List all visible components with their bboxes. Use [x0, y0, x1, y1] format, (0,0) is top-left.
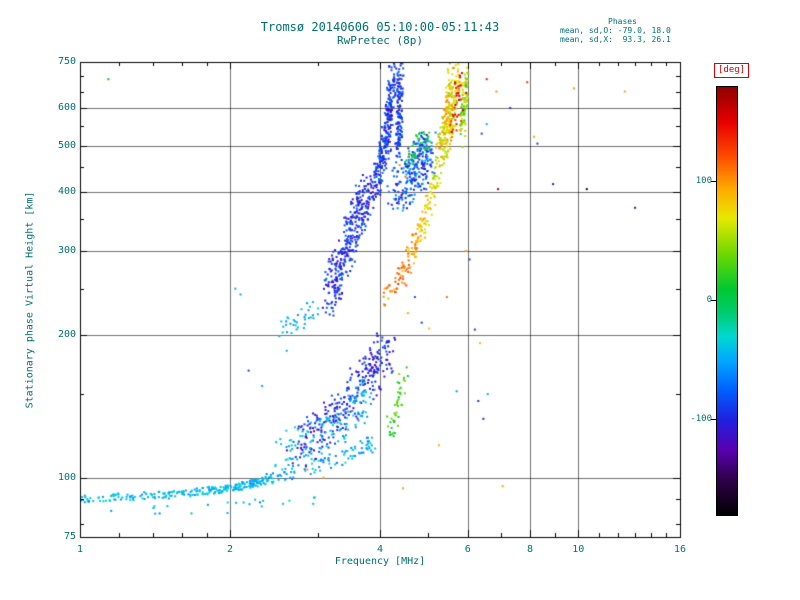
colorbar-tick-label: 100	[695, 176, 712, 187]
phase-stats-x-mode: mean, sd,X: 93.3, 26.1	[560, 35, 671, 44]
colorbar-tick-mark	[711, 300, 716, 301]
x-tick-label: 1	[76, 544, 84, 555]
y-tick-label: 750	[57, 56, 76, 67]
x-tick-label: 8	[526, 544, 534, 555]
y-tick-label: 100	[57, 471, 76, 483]
colorbar-tick-label: 0	[706, 295, 712, 305]
colorbar-tick-label: -100	[690, 413, 712, 424]
y-axis-label: Stationary phase Virtual Height [km]	[24, 191, 36, 409]
x-tick-label: 2	[226, 544, 234, 555]
y-tick-label: 75	[63, 531, 76, 542]
x-tick-label: 4	[376, 544, 384, 555]
y-tick-label: 300	[57, 245, 76, 257]
phase-stats-block: Phases mean, sd,O: -79.0, 18.0 mean, sd,…	[560, 17, 694, 44]
x-tick-label: 16	[673, 544, 687, 555]
x-tick-label: 6	[464, 544, 471, 555]
phase-stats-header: Phases	[608, 17, 637, 26]
x-axis-label: Frequency [MHz]	[334, 556, 426, 567]
colorbar	[716, 86, 738, 516]
colorbar-unit-label: [deg]	[714, 63, 750, 78]
y-tick-label: 500	[57, 139, 76, 151]
colorbar-tick-mark	[711, 181, 716, 183]
plot-subtitle: RwPretec (8p)	[336, 34, 424, 47]
phase-stats-o-mode: mean, sd,O: -79.0, 18.0	[560, 26, 671, 35]
y-tick-label: 400	[57, 185, 76, 197]
y-tick-label: 200	[57, 328, 76, 340]
x-tick-label: 10	[572, 544, 585, 555]
colorbar-tick-mark	[711, 418, 716, 420]
plot-title: Tromsø 20140606 05:10:00-05:11:43	[260, 20, 500, 34]
y-tick-label: 600	[57, 102, 76, 114]
